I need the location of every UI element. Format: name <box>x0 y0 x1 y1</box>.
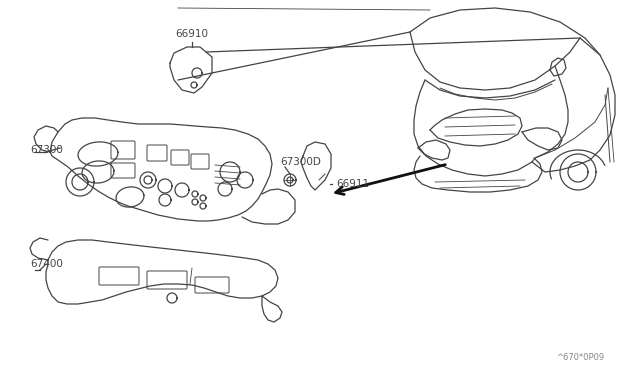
Text: 66910: 66910 <box>175 29 209 39</box>
Text: ^670*0P09: ^670*0P09 <box>556 353 604 362</box>
Text: 67300: 67300 <box>30 145 63 155</box>
Text: 67300D: 67300D <box>280 157 321 167</box>
Text: 66911: 66911 <box>336 179 369 189</box>
Text: 67400: 67400 <box>30 259 63 269</box>
